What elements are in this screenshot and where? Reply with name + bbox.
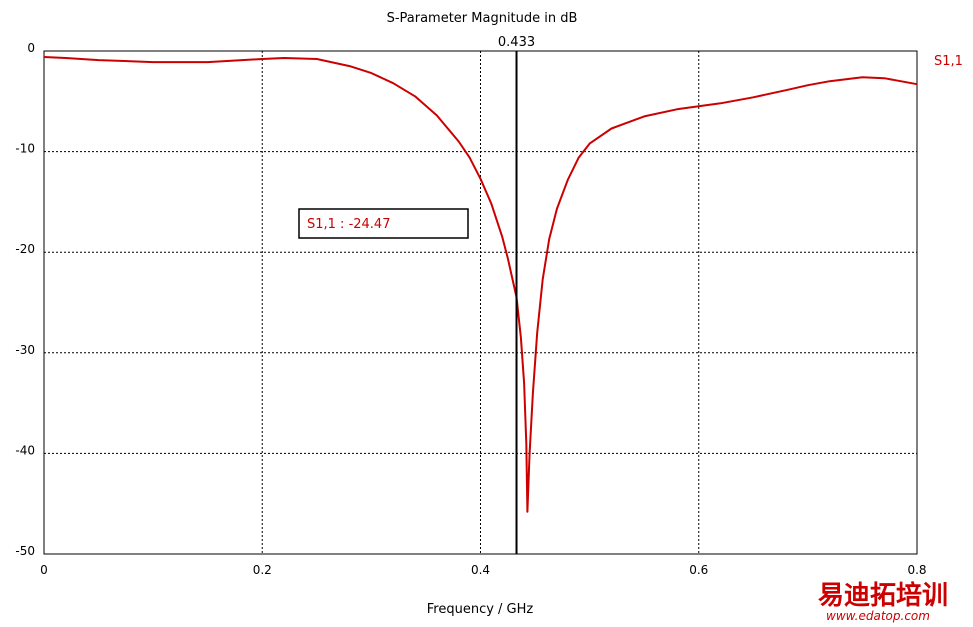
marker-label: 0.433 — [498, 35, 535, 50]
y-tick-label: -40 — [15, 443, 35, 457]
x-tick-label: 0 — [40, 563, 48, 577]
x-axis-label: Frequency / GHz — [427, 602, 534, 617]
legend-entry-s11: S1,1 — [934, 54, 963, 69]
y-tick-label: 0 — [27, 41, 35, 55]
x-tick-label: 0.4 — [471, 563, 490, 577]
grid — [44, 51, 917, 554]
annotation-box: S1,1 : -24.47 — [298, 208, 469, 239]
watermark-url-text: www.edatop.com — [826, 609, 930, 623]
watermark-main-text: 易迪拓培训 — [818, 581, 948, 611]
watermark-logo: 易迪拓培训 www.edatop.com — [818, 581, 948, 623]
plot-frame — [43, 50, 918, 555]
annotation-frame — [298, 208, 469, 239]
y-tick-label: -20 — [15, 242, 35, 256]
series-group — [43, 56, 918, 513]
x-tick-label: 0.6 — [689, 563, 708, 577]
y-tick-label: -50 — [15, 544, 35, 558]
x-tick-label: 0.8 — [907, 563, 926, 577]
annotation-text: S1,1 : -24.47 — [307, 217, 390, 232]
y-tick-label: -10 — [15, 142, 35, 156]
y-tick-labels: 0 -10 -20 -30 -40 -50 — [15, 41, 35, 558]
x-tick-labels: 0 0.2 0.4 0.6 0.8 — [40, 563, 926, 577]
series-line-s11 — [43, 56, 918, 513]
chart-title: S-Parameter Magnitude in dB — [387, 11, 578, 26]
x-tick-label: 0.2 — [253, 563, 272, 577]
y-tick-label: -30 — [15, 343, 35, 357]
